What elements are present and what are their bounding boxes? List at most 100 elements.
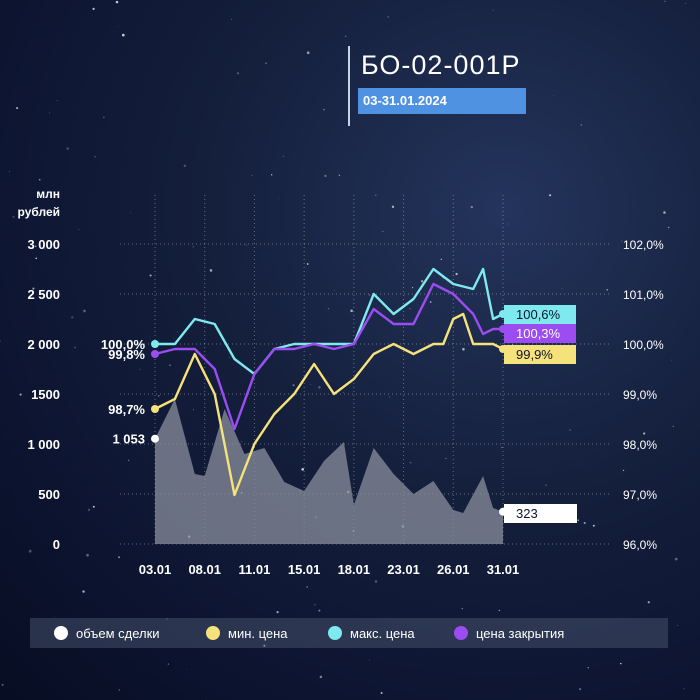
star — [382, 230, 384, 232]
star — [545, 484, 547, 486]
series-end-label: 99,9% — [516, 347, 553, 362]
star — [375, 194, 377, 196]
star — [265, 62, 267, 65]
y-left-tick-label: 2 500 — [27, 287, 60, 302]
star — [306, 586, 309, 588]
star — [309, 354, 311, 355]
star — [391, 205, 395, 208]
star — [118, 689, 121, 691]
star — [314, 603, 316, 606]
star — [580, 124, 582, 126]
star — [245, 244, 247, 246]
star — [71, 316, 74, 319]
title-divider — [348, 46, 350, 126]
y-right-tick-label: 96,0% — [623, 538, 657, 552]
star — [139, 368, 141, 371]
series-start-label: 99,8% — [108, 347, 145, 362]
star — [78, 229, 80, 231]
star — [12, 215, 15, 218]
star — [387, 16, 389, 18]
star — [74, 346, 76, 349]
star — [436, 59, 438, 62]
star — [229, 356, 230, 358]
y-right-tick-label: 102,0% — [623, 238, 664, 252]
star — [334, 289, 335, 291]
star — [82, 590, 85, 593]
star — [587, 666, 589, 669]
star — [192, 246, 194, 248]
star — [173, 337, 174, 339]
star — [292, 384, 295, 387]
x-tick-label: 31.01 — [487, 562, 520, 577]
star — [621, 240, 623, 242]
legend-dot-min-price — [206, 626, 220, 640]
x-tick-label: 18.01 — [338, 562, 371, 577]
series-end-badge — [504, 504, 577, 523]
series-end-label: 100,3% — [516, 326, 561, 341]
star — [455, 272, 458, 276]
star — [552, 95, 554, 97]
star — [507, 223, 508, 225]
star — [167, 663, 169, 665]
star — [183, 164, 186, 167]
star — [664, 0, 666, 2]
y-left-unit-label: рублей — [18, 205, 60, 219]
y-left-tick-label: 1 000 — [27, 437, 60, 452]
star — [121, 33, 125, 37]
star — [19, 393, 22, 396]
series-end-label: 323 — [516, 506, 538, 521]
star — [66, 147, 69, 150]
star — [16, 107, 19, 110]
x-tick-label: 23.01 — [387, 562, 420, 577]
star — [674, 557, 678, 561]
legend-item-volume: объем сделки — [54, 625, 160, 641]
star — [28, 549, 32, 553]
star — [625, 397, 627, 399]
star — [318, 386, 321, 389]
legend-item-min-price: мин. цена — [206, 625, 288, 641]
series-start-label: 100,0% — [101, 337, 146, 352]
star — [683, 688, 685, 690]
star — [592, 524, 595, 527]
star — [549, 194, 552, 197]
legend-label-max-price: макс. цена — [350, 625, 415, 641]
series-start-label: 1 053 — [112, 432, 145, 447]
volume-area — [155, 399, 503, 544]
star — [44, 248, 46, 250]
legend-item-close-price: цена закрытия — [454, 625, 564, 641]
star — [374, 580, 378, 583]
star — [306, 263, 309, 265]
star — [103, 116, 105, 118]
series-line-1 — [154, 312, 504, 497]
star — [420, 280, 424, 283]
star — [217, 570, 220, 573]
date-range-label: 03-31.01.2024 — [363, 93, 447, 108]
page-title: БО-02-001Р — [361, 50, 521, 80]
y-right-tick-label: 98,0% — [623, 438, 657, 452]
star — [501, 446, 503, 448]
star — [309, 384, 311, 385]
star — [606, 289, 608, 291]
star — [369, 659, 371, 661]
y-right-tick-label: 99,0% — [623, 388, 657, 402]
star — [117, 25, 119, 27]
star — [168, 364, 171, 367]
star — [461, 608, 463, 610]
star — [426, 268, 428, 270]
series-start-label: 98,7% — [108, 402, 145, 417]
star — [92, 7, 95, 11]
star — [327, 307, 330, 310]
star — [440, 258, 442, 261]
star — [306, 51, 310, 55]
x-tick-label: 03.01 — [139, 562, 172, 577]
star — [672, 425, 674, 428]
series-end-label: 100,6% — [516, 307, 561, 322]
series-start-dot — [151, 405, 159, 413]
y-left-tick-label: 500 — [38, 487, 60, 502]
legend-label-min-price: мин. цена — [228, 625, 288, 641]
star — [411, 286, 414, 289]
star — [409, 308, 411, 310]
legend-dot-volume — [54, 626, 68, 640]
star — [32, 287, 35, 290]
star — [569, 429, 571, 431]
